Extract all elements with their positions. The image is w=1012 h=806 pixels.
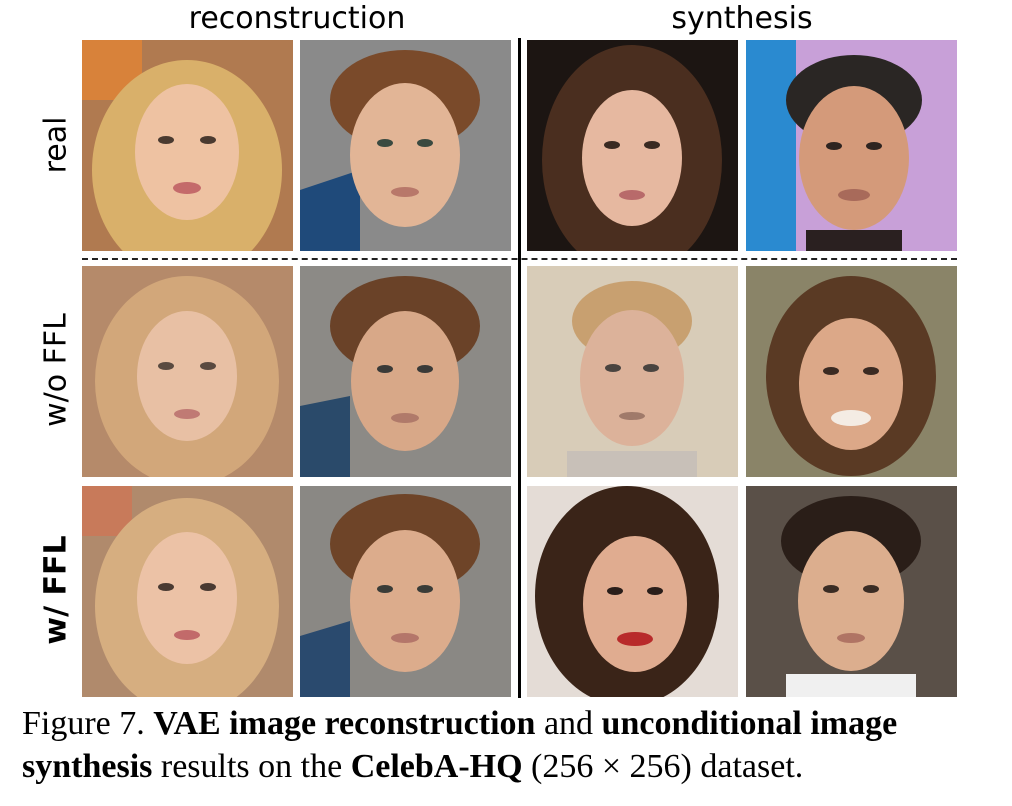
face-without-ffl-reconstruction-2 <box>300 266 511 477</box>
face-without-ffl-synthesis-2 <box>746 266 957 477</box>
face-with-ffl-reconstruction-1 <box>82 486 293 697</box>
caption-bold-dataset-name: CelebA-HQ <box>350 748 523 785</box>
column-header-synthesis: synthesis <box>671 1 813 36</box>
dashed-horizontal-separator <box>82 258 957 260</box>
caption-bold-vae-reconstruction: VAE image reconstruction <box>153 705 536 742</box>
face-without-ffl-reconstruction-1 <box>82 266 293 477</box>
face-without-ffl-synthesis-1 <box>527 266 738 477</box>
face-real-synthesis-2 <box>746 40 957 251</box>
vertical-separator <box>518 38 521 698</box>
face-with-ffl-synthesis-1 <box>527 486 738 697</box>
caption-text-results: results on the <box>160 748 343 785</box>
face-real-reconstruction-2 <box>300 40 511 251</box>
face-with-ffl-reconstruction-2 <box>300 486 511 697</box>
row-label-real: real <box>38 116 74 174</box>
column-header-reconstruction: reconstruction <box>188 1 406 36</box>
caption-text-and: and <box>543 705 594 742</box>
caption-text-resolution: (256 × 256) dataset. <box>531 748 804 785</box>
figure-label: Figure 7. <box>22 705 145 742</box>
face-with-ffl-synthesis-2 <box>746 486 957 697</box>
figure-caption: Figure 7. VAE image reconstruction and u… <box>22 702 997 788</box>
face-real-reconstruction-1 <box>82 40 293 251</box>
face-real-synthesis-1 <box>527 40 738 251</box>
row-label-with-ffl: w/ FFL <box>38 535 74 645</box>
caption-bold-unconditional-synthesis: unconditional image synthesis <box>22 705 898 785</box>
row-label-without-ffl: w/o FFL <box>38 313 74 427</box>
